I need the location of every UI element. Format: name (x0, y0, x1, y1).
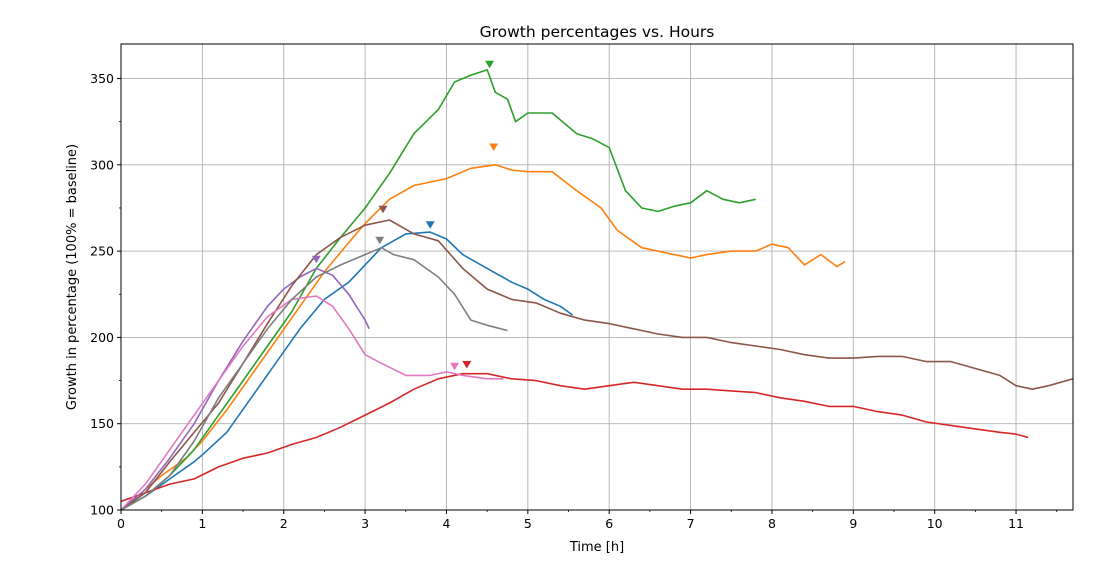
y-tick-label: 150 (90, 416, 114, 431)
series-line-series-4 (120, 372, 1029, 503)
series-line-series-2 (120, 164, 846, 511)
peak-marker-series-2 (489, 143, 499, 152)
peak-marker-series-1 (425, 221, 435, 229)
x-tick-label: 11 (1008, 516, 1024, 531)
x-tick-label: 3 (361, 516, 369, 531)
x-tick-label: 8 (768, 516, 776, 531)
y-axis-ticks: 100 150 200 250 300 350 (90, 71, 121, 518)
y-tick-label: 100 (90, 503, 114, 518)
series-line-series-1 (120, 231, 574, 511)
y-tick-label: 350 (90, 71, 114, 86)
grid (120, 44, 1073, 511)
peak-marker-series-3 (485, 60, 495, 69)
y-tick-label: 300 (90, 157, 114, 172)
x-tick-label: 9 (849, 516, 857, 531)
peak-marker-series-7 (450, 362, 460, 371)
peak-marker-series-6 (378, 205, 388, 214)
x-tick-label: 7 (687, 516, 695, 531)
series-line-series-6 (120, 219, 1074, 511)
peak-marker-series-5 (311, 255, 321, 264)
y-axis-label: Growth in percentage (100% = baseline) (65, 144, 80, 410)
peak-markers (311, 60, 499, 371)
x-tick-label: 1 (198, 516, 206, 531)
x-axis-ticks: 0 1 2 3 4 5 6 7 8 9 10 11 (117, 510, 1058, 531)
x-tick-label: 2 (280, 516, 288, 531)
y-tick-label: 250 (90, 244, 114, 259)
chart-title: Growth percentages vs. Hours (480, 23, 715, 41)
series-line-series-3 (120, 69, 756, 511)
y-tick-label: 200 (90, 330, 114, 345)
x-tick-label: 4 (442, 516, 450, 531)
x-tick-label: 5 (524, 516, 532, 531)
peak-marker-series-4 (462, 361, 472, 369)
x-tick-label: 6 (605, 516, 613, 531)
series-line-series-8 (120, 246, 508, 511)
x-tick-label: 10 (927, 516, 943, 531)
x-tick-label: 0 (117, 516, 125, 531)
x-axis-label: Time [h] (569, 540, 624, 555)
series-line-series-5 (120, 267, 370, 511)
series-line-series-7 (120, 295, 504, 511)
plot-frame (120, 43, 1074, 511)
series-layer (120, 69, 1074, 511)
peak-marker-series-8 (375, 236, 385, 245)
